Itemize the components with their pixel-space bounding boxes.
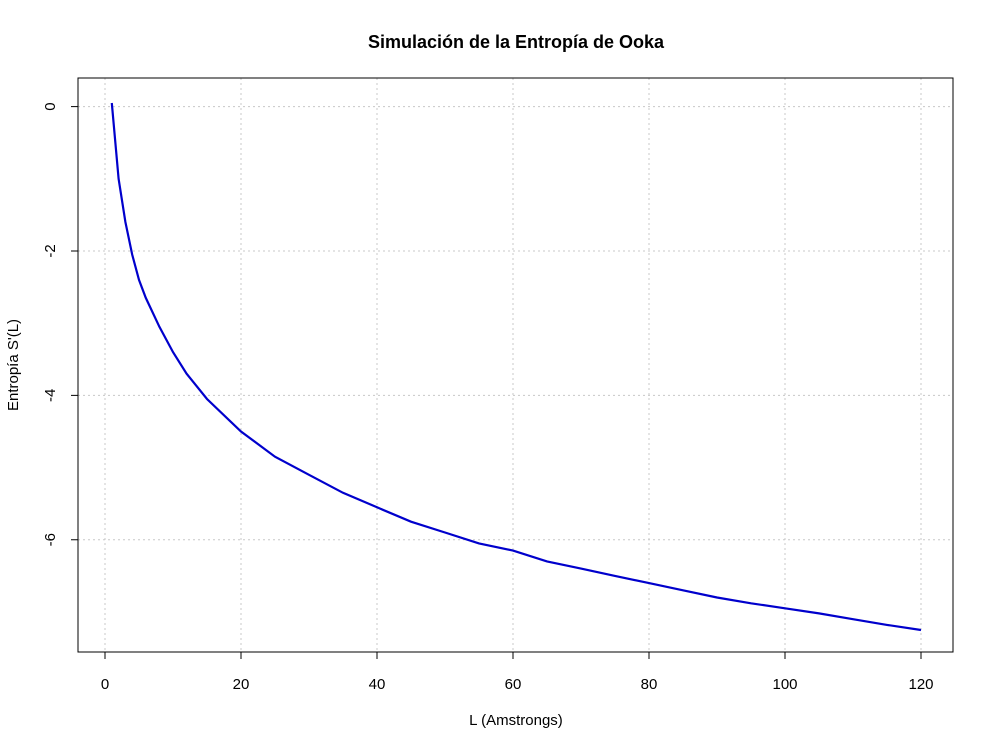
x-tick-label-0: 0: [101, 676, 109, 693]
plot-frame: [77, 77, 954, 653]
series-layer: [110, 102, 922, 632]
x-tick-label-2: 40: [369, 676, 386, 693]
y-tick-label-1: -2: [42, 244, 59, 257]
y-tick-label-0: 0: [42, 102, 59, 110]
x-tick-label-5: 100: [772, 676, 797, 693]
y-axis-label: Entropía S'(L): [5, 319, 22, 411]
y-axis: 0 -2 -4 -6: [42, 102, 79, 546]
grid-lines: [78, 78, 953, 652]
y-tick-label-2: -4: [42, 389, 59, 402]
x-axis-label: L (Amstrongs): [469, 712, 563, 729]
x-tick-label-3: 60: [505, 676, 522, 693]
x-axis: 0 20 40 60 80 100 120: [101, 651, 934, 693]
x-tick-label-6: 120: [908, 676, 933, 693]
series-line-0: [110, 102, 922, 632]
y-tick-label-3: -6: [42, 533, 59, 546]
chart-title: Simulación de la Entropía de Ooka: [368, 32, 665, 52]
x-tick-label-4: 80: [641, 676, 658, 693]
x-tick-label-1: 20: [233, 676, 250, 693]
